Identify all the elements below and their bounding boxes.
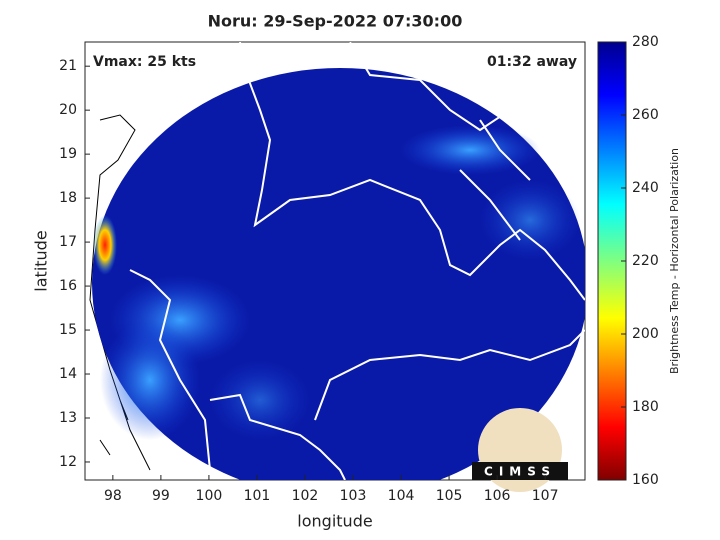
y-tick-label: 17 (59, 234, 77, 250)
x-tick-label: 102 (292, 488, 319, 504)
annotation: Vmax: 25 kts (93, 54, 196, 70)
y-tick-label: 18 (59, 190, 77, 206)
y-tick-label: 21 (59, 58, 77, 74)
colorbar-tick-label: 220 (632, 253, 659, 269)
satellite-image (89, 42, 585, 480)
x-tick-label: 107 (532, 488, 559, 504)
x-axis-label: longitude (297, 512, 372, 531)
x-tick-label: 101 (244, 488, 271, 504)
colorbar-tick-label: 160 (632, 472, 659, 488)
x-tick-label: 103 (340, 488, 367, 504)
logo-text: CIMSS (484, 465, 556, 479)
y-tick-label: 12 (59, 454, 77, 470)
y-tick-label: 14 (59, 366, 77, 382)
chart-title: Noru: 29-Sep-2022 07:30:00 (208, 12, 463, 31)
x-tick-label: 105 (436, 488, 463, 504)
colorbar-label: Brightness Temp - Horizontal Polarizatio… (668, 148, 681, 374)
x-tick-label: 106 (484, 488, 511, 504)
x-tick-label: 98 (104, 488, 122, 504)
colorbar-tick-label: 260 (632, 107, 659, 123)
colorbar-tick-label: 240 (632, 180, 659, 196)
y-axis-label: latitude (32, 230, 51, 291)
x-tick-label: 99 (152, 488, 170, 504)
y-tick-label: 13 (59, 410, 77, 426)
colorbar-tick-label: 200 (632, 326, 659, 342)
colorbar-tick-label: 180 (632, 399, 659, 415)
annotation: 01:32 away (487, 54, 577, 70)
colorbar-tick-label: 280 (632, 34, 659, 50)
y-tick-label: 19 (59, 146, 77, 162)
y-tick-label: 20 (59, 102, 77, 118)
y-tick-label: 15 (59, 322, 77, 338)
x-tick-label: 104 (388, 488, 415, 504)
logo: CIMSS (472, 408, 568, 492)
x-tick-label: 100 (196, 488, 223, 504)
y-tick-label: 16 (59, 278, 77, 294)
